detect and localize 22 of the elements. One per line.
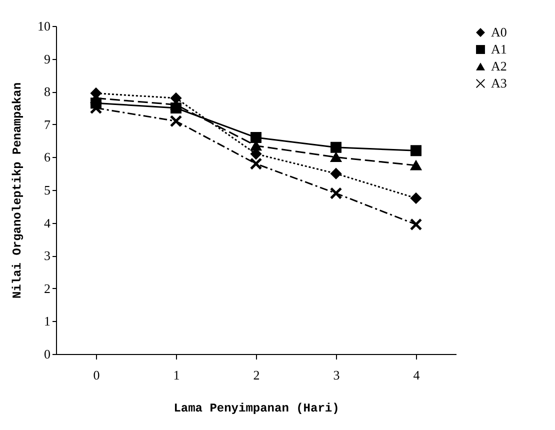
y-tick-label: 10 (38, 18, 50, 34)
legend-label: A0 (491, 24, 507, 40)
x-tick-label: 1 (173, 368, 180, 382)
y-tick-label: 3 (44, 248, 50, 264)
y-tick-label: 2 (44, 280, 50, 296)
y-tick-label: 1 (44, 314, 50, 329)
x-tick-label: 4 (413, 368, 420, 382)
y-axis-title: Nilai Organoleptikp Penampakan (10, 82, 24, 299)
y-tick-label: 7 (44, 116, 51, 132)
y-tick-label: 8 (44, 84, 50, 100)
legend-label: A1 (491, 42, 507, 56)
legend-label: A3 (491, 76, 507, 90)
x-tick-label: 0 (93, 368, 100, 382)
y-tick-label: 4 (44, 215, 51, 230)
x-tick-label: 3 (333, 368, 340, 382)
y-tick-label: 5 (44, 182, 50, 198)
x-tick-label: 2 (253, 368, 260, 382)
y-tick-label: 6 (44, 150, 51, 165)
legend-label: A2 (491, 58, 507, 74)
x-axis-title: Lama Penyimpanan (Hari) (174, 402, 340, 416)
y-tick-label: 9 (44, 51, 50, 66)
y-tick-label: 0 (44, 346, 50, 362)
